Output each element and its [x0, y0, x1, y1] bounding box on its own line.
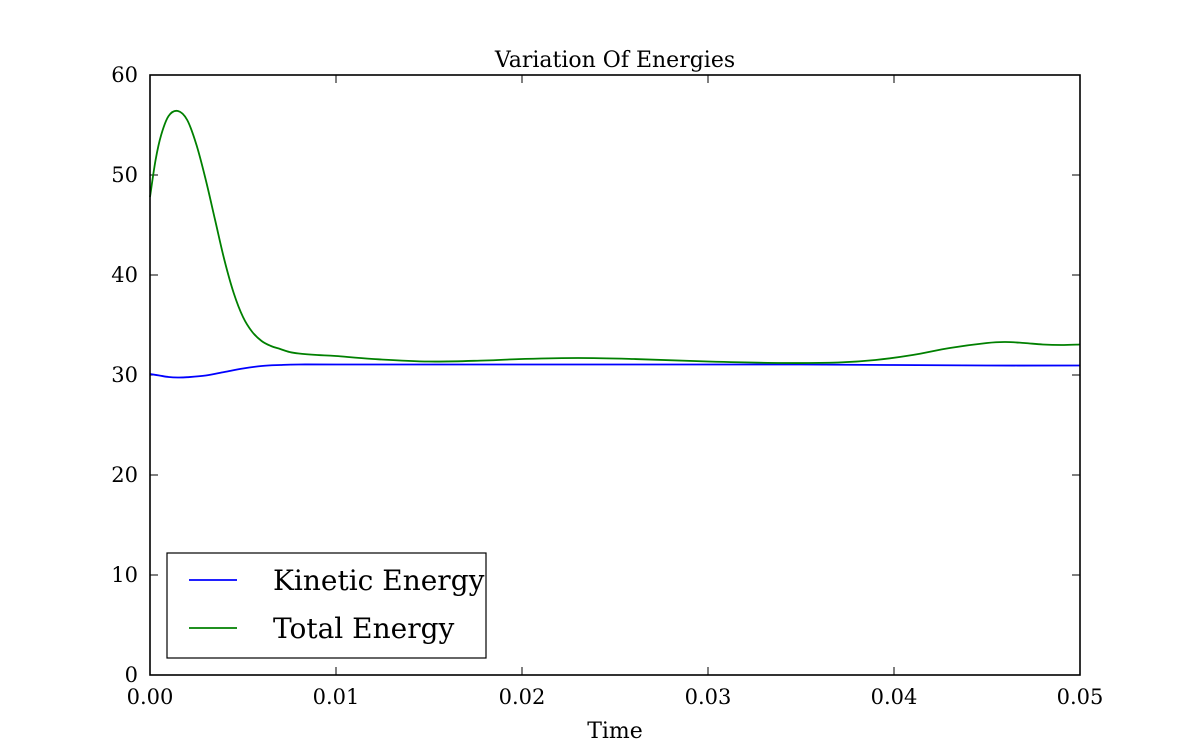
- x-tick-label: 0.05: [1057, 685, 1104, 709]
- series-line-kinetic-energy: [149, 363, 1081, 379]
- y-tick-label: 0: [125, 663, 138, 687]
- legend-label: Total Energy: [273, 612, 455, 645]
- y-tick-label: 40: [111, 263, 138, 287]
- x-tick-label: 0.03: [685, 685, 732, 709]
- chart-title: Variation Of Energies: [494, 48, 735, 73]
- plot-series: [149, 109, 1081, 379]
- y-tick-label: 60: [111, 63, 138, 87]
- x-tick-label: 0.00: [127, 685, 174, 709]
- x-tick-label: 0.01: [313, 685, 360, 709]
- y-tick-label: 50: [111, 163, 138, 187]
- legend-box: [166, 552, 487, 659]
- x-tick-label: 0.04: [871, 685, 918, 709]
- axis-ticks: 0.00 0.01 0.02 0.03 0.04 0.05 0 10 20 30 40 50 60: [111, 63, 1103, 709]
- legend-label: Kinetic Energy: [273, 564, 485, 597]
- series-line-total-energy: [149, 109, 1081, 364]
- legend: Kinetic Energy Total Energy: [166, 552, 487, 659]
- x-axis-label: Time: [587, 719, 643, 744]
- y-tick-label: 20: [111, 463, 138, 487]
- y-tick-label: 10: [111, 563, 138, 587]
- plot-area-frame: [149, 74, 1081, 676]
- x-tick-label: 0.02: [499, 685, 546, 709]
- y-tick-label: 30: [111, 363, 138, 387]
